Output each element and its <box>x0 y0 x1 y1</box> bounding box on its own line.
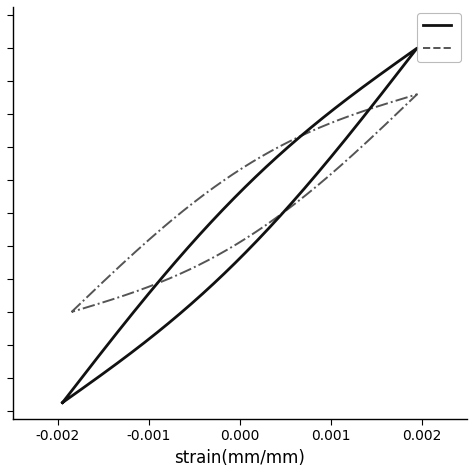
X-axis label: strain(mm/mm): strain(mm/mm) <box>174 449 305 467</box>
Legend: , : , <box>417 13 461 62</box>
